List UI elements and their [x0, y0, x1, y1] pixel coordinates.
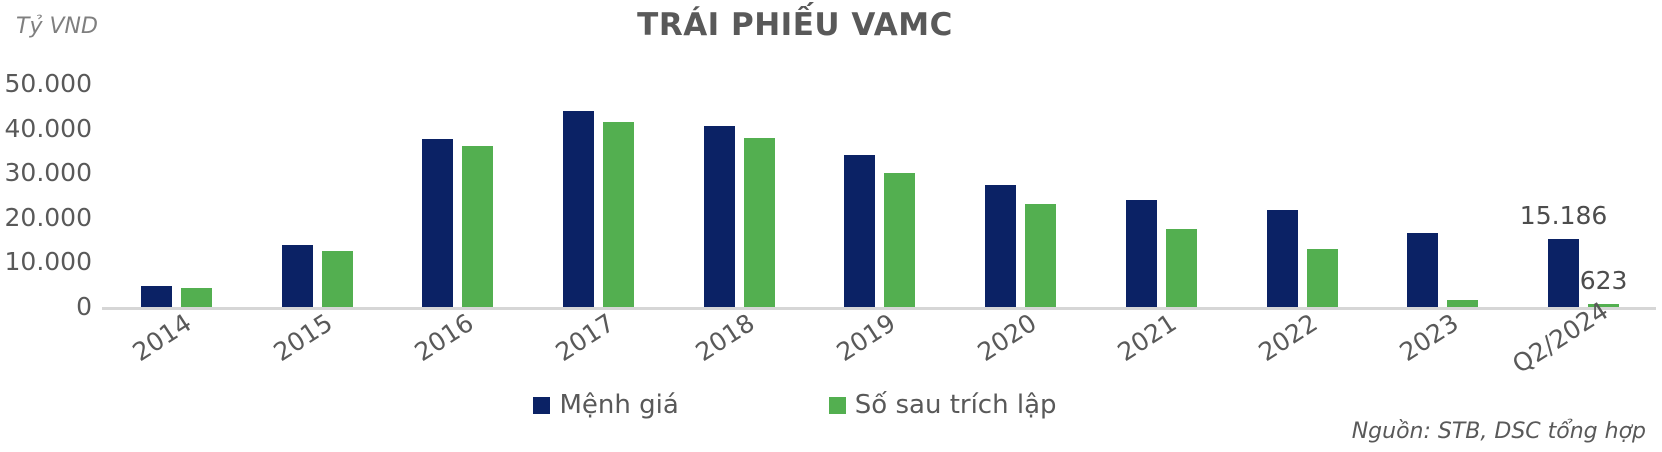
- bar-group-2021: 2021: [1113, 84, 1197, 367]
- chart-title: TRÁI PHIẾU VAMC: [637, 7, 953, 43]
- x-axis-label-2018: 2018: [690, 308, 760, 367]
- menh-gia-bar-2016: [422, 139, 454, 307]
- bar-group-2020: 2020: [972, 84, 1057, 367]
- so-sau-trich-lap-bar-2023: [1447, 299, 1479, 307]
- menh-gia-bar-2014: [140, 286, 172, 307]
- legend-item-menh-gia: Mệnh giá: [533, 390, 679, 420]
- bar-group-2014: 2014: [128, 84, 212, 367]
- y-axis-tick: 10.000: [4, 247, 92, 277]
- so-sau-trich-lap-bar-2016: [462, 146, 494, 307]
- x-axis-label-2021: 2021: [1112, 308, 1182, 367]
- so-sau-trich-lap-bar-2018: [743, 137, 775, 307]
- menh-gia-bar-2015: [281, 244, 313, 307]
- legend-item-so-sau-trich-lap: Số sau trích lập: [828, 390, 1057, 420]
- x-axis-label-2022: 2022: [1253, 308, 1323, 367]
- bar-group-2022: 2022: [1254, 84, 1338, 367]
- menh-gia-bar-Q2/2024: 15.186: [1520, 201, 1607, 307]
- bar-group-2019: 2019: [831, 84, 916, 367]
- so-sau-trich-lap-bar-2014: [180, 287, 212, 307]
- legend: Mệnh giá Số sau trích lập: [0, 390, 1590, 420]
- menh-gia-bar-2022: [1266, 210, 1298, 307]
- menh-gia-bar-2021: [1125, 199, 1157, 307]
- legend-swatch-icon: [828, 396, 846, 414]
- x-axis-label-2020: 2020: [972, 308, 1042, 367]
- bar-group-2016: 2016: [409, 84, 494, 367]
- y-axis-tick: 40.000: [4, 113, 92, 143]
- bar-group-2017: 2017: [550, 84, 635, 367]
- data-label-menh-gia: 15.186: [1519, 201, 1608, 231]
- so-sau-trich-lap-bar-2021: [1165, 228, 1197, 307]
- bar-group-Q2/2024: 15.186 623 Q2/2024: [1507, 84, 1628, 379]
- menh-gia-bar-2017: [563, 111, 595, 307]
- so-sau-trich-lap-bar-2022: [1306, 249, 1338, 307]
- legend-label: Số sau trích lập: [854, 390, 1057, 420]
- y-axis: 50.000 40.000 30.000 20.000 10.000 0: [0, 69, 92, 321]
- y-axis-tick: 30.000: [4, 158, 92, 188]
- bar-groups: 2014 2015 2016 2017 2018 2019 2020 2021 2022 2023…: [106, 84, 1654, 379]
- x-axis-label-2017: 2017: [549, 308, 620, 367]
- x-axis-line: [102, 307, 1656, 310]
- so-sau-trich-lap-bar-2015: [321, 251, 353, 307]
- x-axis-label-2019: 2019: [831, 308, 901, 367]
- bar-group-2018: 2018: [691, 84, 775, 367]
- y-axis-tick: 0: [76, 292, 92, 321]
- data-label-so-sau-trich-lap: 623: [1579, 266, 1628, 296]
- bar-group-2015: 2015: [269, 84, 353, 367]
- y-axis-tick: 50.000: [4, 69, 92, 98]
- menh-gia-bar-2020: [985, 184, 1017, 307]
- so-sau-trich-lap-bar-2020: [1025, 204, 1057, 307]
- y-axis-unit-label: Tỷ VND: [16, 14, 98, 39]
- x-axis-label-2023: 2023: [1394, 308, 1464, 367]
- legend-swatch-icon: [533, 396, 551, 414]
- so-sau-trich-lap-bar-2019: [884, 173, 916, 307]
- so-sau-trich-lap-bar-2017: [603, 121, 635, 307]
- legend-label: Mệnh giá: [559, 390, 679, 420]
- menh-gia-bar-2018: [703, 125, 735, 307]
- plot-area: 2014 2015 2016 2017 2018 2019 2020 2021 2022 2023…: [102, 84, 1656, 379]
- x-axis-label-2014: 2014: [127, 308, 197, 367]
- x-axis-label-2015: 2015: [268, 308, 338, 367]
- x-axis-label-2016: 2016: [409, 308, 479, 367]
- menh-gia-bar-2023: [1407, 233, 1439, 307]
- y-axis-tick: 20.000: [4, 202, 92, 232]
- bar-group-2023: 2023: [1394, 84, 1479, 367]
- source-note: Nguồn: STB, DSC tổng hợp: [1351, 419, 1646, 444]
- so-sau-trich-lap-bar-Q2/2024: 623: [1580, 266, 1627, 307]
- menh-gia-bar-2019: [844, 155, 876, 307]
